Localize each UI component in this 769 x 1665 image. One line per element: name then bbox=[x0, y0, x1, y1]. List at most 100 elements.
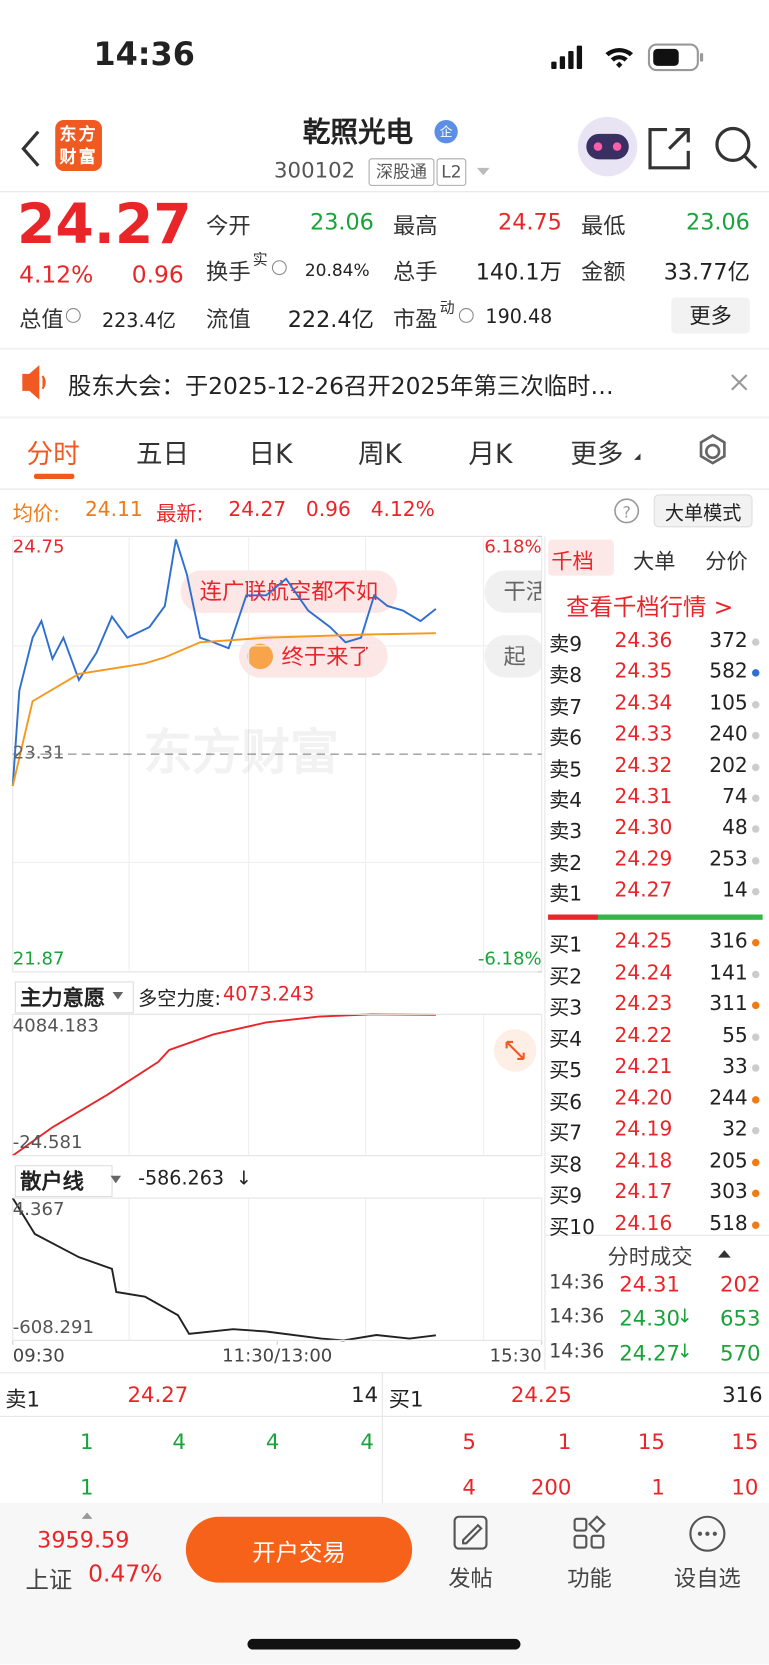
info-icon[interactable] bbox=[271, 260, 287, 276]
robot-avatar[interactable] bbox=[577, 116, 638, 177]
level-volume: 14 bbox=[351, 1381, 379, 1408]
x-tick-label: 11:30/13:00 bbox=[222, 1345, 333, 1367]
book-label: 卖7 bbox=[549, 695, 583, 719]
search-icon[interactable] bbox=[715, 126, 758, 169]
data-line bbox=[11, 632, 436, 787]
book-dot bbox=[752, 1189, 760, 1198]
book-price: 24.27 bbox=[614, 878, 673, 902]
y-tick-label: 21.87 bbox=[12, 948, 65, 970]
nav-icons[interactable] bbox=[453, 1515, 726, 1552]
divider bbox=[0, 1372, 769, 1374]
trade-volume: 653 bbox=[719, 1305, 761, 1332]
annotation[interactable]: 终于来了 bbox=[238, 635, 388, 678]
x-tick-label: 09:30 bbox=[12, 1345, 65, 1367]
trade-time: 14:36 bbox=[549, 1305, 605, 1329]
annotation[interactable]: 干活 bbox=[484, 570, 542, 613]
field-sup: 实 bbox=[252, 251, 268, 269]
dropdown-caret bbox=[112, 992, 124, 1000]
book-label: 买7 bbox=[549, 1121, 583, 1145]
book-tab[interactable]: 分价 bbox=[705, 548, 748, 574]
tab-underline bbox=[33, 473, 75, 480]
book-label: 买10 bbox=[549, 1215, 596, 1239]
mode-button-bg[interactable] bbox=[653, 494, 753, 528]
book-price: 24.22 bbox=[614, 1023, 673, 1047]
close-icon[interactable] bbox=[731, 374, 748, 391]
book-volume: 303 bbox=[709, 1180, 748, 1204]
book-label: 买1 bbox=[549, 933, 583, 957]
data-line bbox=[12, 1013, 436, 1157]
level-volume: 316 bbox=[722, 1381, 763, 1408]
annotation[interactable]: 起 bbox=[484, 635, 542, 678]
nav-item[interactable]: 发帖 bbox=[448, 1565, 493, 1592]
chart-tab[interactable]: 五日 bbox=[135, 438, 190, 470]
chart-tab[interactable]: 周K bbox=[357, 438, 402, 470]
book-label: 卖4 bbox=[549, 789, 583, 813]
book-volume: 33 bbox=[722, 1054, 748, 1079]
share-icon[interactable] bbox=[648, 127, 690, 170]
indicator-header-bg bbox=[12, 979, 542, 1013]
index-name[interactable]: 上证 bbox=[25, 1567, 73, 1595]
trades-title[interactable]: 分时成交 bbox=[607, 1243, 693, 1270]
data-line bbox=[11, 1197, 437, 1342]
expand-icon[interactable] bbox=[505, 1040, 525, 1061]
index-pct[interactable]: 0.47% bbox=[88, 1561, 163, 1588]
speaker-icon bbox=[22, 365, 46, 400]
chart-header: 24.11 bbox=[84, 498, 143, 522]
book-volume: 582 bbox=[709, 660, 748, 684]
book-dot bbox=[752, 700, 760, 709]
book-tab[interactable]: 千档 bbox=[551, 548, 594, 574]
divider bbox=[0, 1415, 769, 1417]
chart-tab[interactable]: 月K bbox=[468, 438, 513, 470]
help-icon[interactable]: ? bbox=[614, 498, 640, 524]
index-value[interactable]: 3959.59 bbox=[37, 1527, 130, 1553]
more-button[interactable]: 更多 bbox=[671, 297, 750, 334]
back-icon[interactable] bbox=[21, 130, 40, 167]
level-cell: 4 bbox=[360, 1428, 374, 1455]
chart-tab[interactable]: 日K bbox=[248, 438, 293, 470]
book-price: 24.31 bbox=[614, 784, 673, 809]
trades-arrow[interactable] bbox=[718, 1250, 731, 1258]
level-price: 24.27 bbox=[127, 1381, 189, 1408]
level-cell: 200 bbox=[530, 1474, 572, 1500]
book-label: 卖6 bbox=[549, 726, 583, 751]
book-link[interactable]: 查看千档行情 > bbox=[566, 594, 734, 622]
y-tick-label: 4084.183 bbox=[12, 1015, 99, 1037]
indicator-select[interactable]: 散户线 bbox=[14, 1165, 113, 1198]
index-caret[interactable] bbox=[81, 1512, 93, 1519]
indicator-select[interactable]: 主力意愿 bbox=[14, 981, 134, 1014]
indicator-header-bg bbox=[12, 1163, 542, 1196]
x-tick-label: 15:30 bbox=[489, 1345, 542, 1367]
nav-item[interactable]: 功能 bbox=[567, 1565, 612, 1592]
settings-icon[interactable] bbox=[699, 433, 726, 465]
nav-item[interactable]: 设自选 bbox=[673, 1565, 741, 1592]
status-icons bbox=[551, 43, 704, 72]
field-value: 33.77亿 bbox=[663, 259, 750, 285]
info-icon[interactable] bbox=[458, 308, 474, 323]
book-volume: 253 bbox=[709, 847, 748, 871]
stock-title: 乾照光电 bbox=[302, 116, 414, 149]
chart-tab[interactable]: 更多 bbox=[570, 438, 624, 470]
book-volume: 311 bbox=[709, 992, 748, 1016]
book-dot bbox=[752, 1032, 760, 1041]
book-dot bbox=[752, 1158, 760, 1166]
book-price: 24.21 bbox=[614, 1054, 673, 1079]
notice[interactable]: 股东大会：于2025-12-26召开2025年第三次临时… bbox=[67, 373, 614, 401]
level-cell: 4 bbox=[462, 1474, 476, 1500]
mode-button[interactable]: 大单模式 bbox=[664, 502, 742, 525]
logo-bg bbox=[55, 120, 102, 172]
cta-bg[interactable] bbox=[185, 1516, 413, 1583]
info-icon[interactable] bbox=[65, 308, 81, 323]
badge: 企 bbox=[439, 124, 453, 140]
chart-tab[interactable]: 分时 bbox=[26, 438, 80, 470]
trade-arrow: ↓ bbox=[676, 1340, 693, 1363]
field-label: 最高 bbox=[392, 213, 438, 239]
book-tab[interactable]: 大单 bbox=[633, 548, 676, 574]
annotation[interactable]: 连广联航空都不如 bbox=[180, 570, 398, 613]
ask-strength bbox=[548, 914, 598, 920]
dropdown-icon[interactable] bbox=[476, 167, 490, 176]
book-label: 卖3 bbox=[549, 820, 583, 844]
book-price: 24.19 bbox=[614, 1117, 673, 1141]
cta-button[interactable]: 开户交易 bbox=[252, 1540, 346, 1567]
